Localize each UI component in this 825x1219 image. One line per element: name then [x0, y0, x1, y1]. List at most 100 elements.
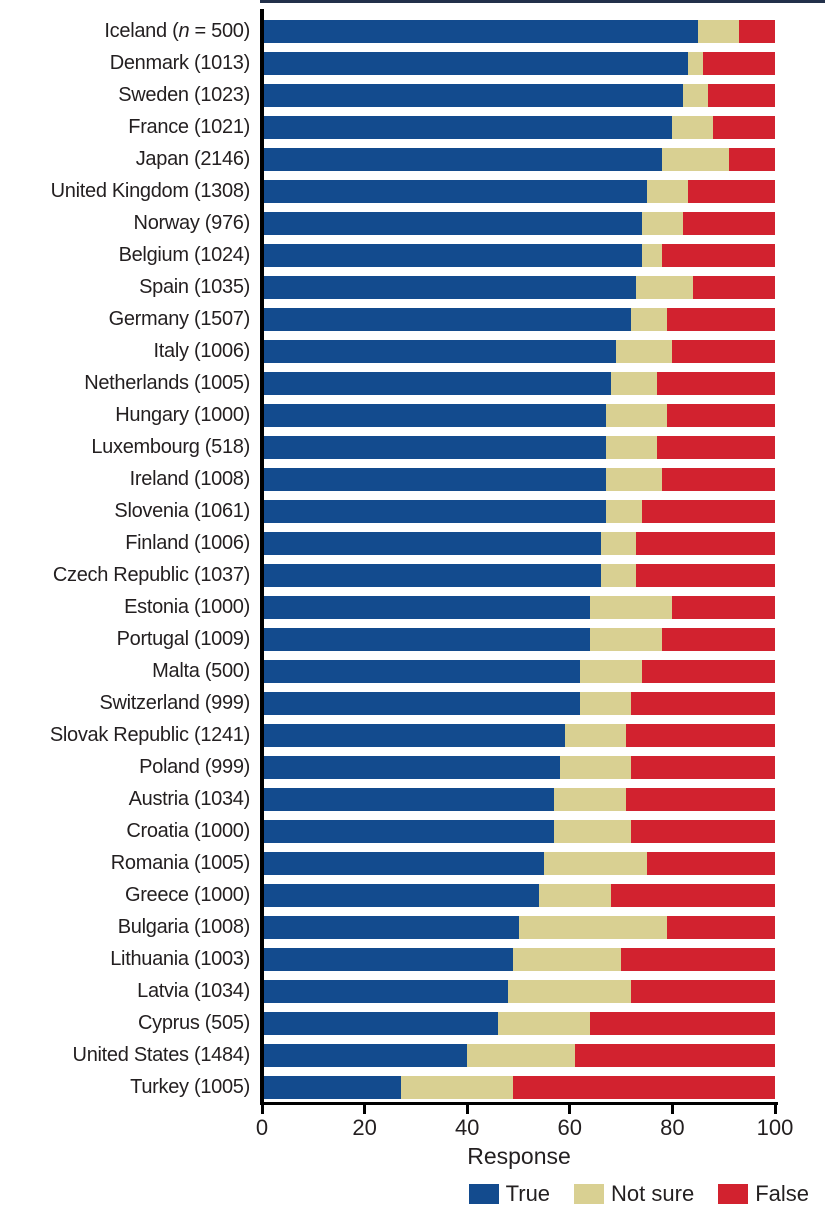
- country-label: Turkey (1005): [130, 1076, 250, 1098]
- legend-label-true: True: [505, 1181, 551, 1206]
- bar-segment-false: [739, 19, 775, 43]
- bar-track: [262, 211, 775, 235]
- bar-row: Slovenia (1061): [0, 495, 825, 527]
- bar-segment-true: [262, 499, 606, 523]
- bar-segment-not-sure: [559, 755, 632, 779]
- x-tick-label: 80: [660, 1115, 685, 1140]
- bar-segment-true: [262, 819, 555, 843]
- bar-segment-false: [641, 659, 775, 683]
- country-label: Malta (500): [152, 660, 250, 682]
- country-label: Spain (1035): [139, 276, 250, 298]
- bar-track: [262, 339, 775, 363]
- bar-row: Iceland (n = 500): [0, 15, 825, 47]
- bar-row: Malta (500): [0, 655, 825, 687]
- bar-row: Hungary (1000): [0, 399, 825, 431]
- bar-segment-false: [621, 947, 775, 971]
- bar-track: [262, 115, 775, 139]
- bar-row: Switzerland (999): [0, 687, 825, 719]
- bar-segment-not-sure: [682, 83, 709, 107]
- bar-segment-false: [667, 307, 775, 331]
- cropped-top-border: [260, 0, 825, 3]
- bar-segment-true: [262, 755, 560, 779]
- bar-segment-true: [262, 83, 683, 107]
- country-label: Slovenia (1061): [114, 500, 250, 522]
- legend: True Not sure False: [468, 1181, 809, 1207]
- bar-track: [262, 467, 775, 491]
- bar-segment-true: [262, 115, 673, 139]
- legend-label-false: False: [755, 1181, 809, 1206]
- bar-segment-not-sure: [610, 371, 657, 395]
- bar-segment-not-sure: [580, 659, 642, 683]
- bar-segment-not-sure: [580, 691, 632, 715]
- bar-row: Sweden (1023): [0, 79, 825, 111]
- bar-segment-false: [662, 627, 775, 651]
- bar-segment-not-sure: [590, 627, 663, 651]
- x-tick-mark: [260, 1105, 264, 1114]
- country-label: United States (1484): [72, 1044, 251, 1066]
- country-label: Japan (2146): [135, 148, 251, 170]
- bar-track: [262, 915, 775, 939]
- bar-track: [262, 755, 775, 779]
- bar-row: Greece (1000): [0, 879, 825, 911]
- bar-segment-false: [513, 1075, 775, 1099]
- country-label: Bulgaria (1008): [117, 916, 251, 938]
- bar-segment-not-sure: [544, 851, 647, 875]
- bar-segment-not-sure: [400, 1075, 514, 1099]
- bar-track: [262, 851, 775, 875]
- bar-segment-true: [262, 307, 632, 331]
- bar-segment-not-sure: [508, 979, 632, 1003]
- bar-segment-not-sure: [518, 915, 668, 939]
- legend-swatch-not-sure: [574, 1184, 605, 1204]
- legend-swatch-true: [468, 1184, 499, 1204]
- bar-track: [262, 147, 775, 171]
- bar-track: [262, 1043, 775, 1067]
- bar-segment-not-sure: [662, 147, 729, 171]
- bar-row: Bulgaria (1008): [0, 911, 825, 943]
- bar-track: [262, 627, 775, 651]
- bar-row: Cyprus (505): [0, 1007, 825, 1039]
- bar-segment-false: [626, 787, 775, 811]
- bar-segment-not-sure: [641, 243, 663, 267]
- bar-segment-not-sure: [641, 211, 683, 235]
- bar-segment-false: [656, 371, 775, 395]
- bar-segment-false: [646, 851, 775, 875]
- bar-segment-true: [262, 467, 606, 491]
- bar-track: [262, 51, 775, 75]
- bar-segment-false: [667, 403, 775, 427]
- bar-segment-true: [262, 1011, 498, 1035]
- bar-track: [262, 659, 775, 683]
- bar-row: Turkey (1005): [0, 1071, 825, 1103]
- bar-segment-true: [262, 851, 545, 875]
- bar-segment-false: [631, 691, 775, 715]
- bar-row: Norway (976): [0, 207, 825, 239]
- x-axis-line: [260, 1102, 778, 1105]
- bar-segment-true: [262, 883, 540, 907]
- bar-segment-false: [687, 179, 775, 203]
- bar-segment-not-sure: [467, 1043, 575, 1067]
- bar-segment-not-sure: [554, 787, 627, 811]
- bar-segment-true: [262, 627, 591, 651]
- bar-segment-false: [636, 531, 775, 555]
- bar-track: [262, 595, 775, 619]
- bar-segment-true: [262, 1043, 468, 1067]
- bar-segment-not-sure: [600, 563, 637, 587]
- bar-segment-true: [262, 979, 509, 1003]
- country-label: Croatia (1000): [126, 820, 250, 842]
- bar-segment-true: [262, 563, 601, 587]
- bar-segment-not-sure: [605, 499, 642, 523]
- country-label: Switzerland (999): [99, 692, 250, 714]
- x-axis-title: Response: [467, 1143, 571, 1169]
- bar-row: Lithuania (1003): [0, 943, 825, 975]
- bar-segment-not-sure: [605, 435, 657, 459]
- bar-segment-true: [262, 787, 555, 811]
- bar-segment-false: [708, 83, 775, 107]
- country-label: Netherlands (1005): [84, 372, 250, 394]
- bar-segment-false: [672, 595, 775, 619]
- bar-row: Estonia (1000): [0, 591, 825, 623]
- legend-item-not-sure: Not sure: [574, 1181, 694, 1207]
- bar-track: [262, 19, 775, 43]
- bar-track: [262, 819, 775, 843]
- bar-row: Belgium (1024): [0, 239, 825, 271]
- bar-row: Finland (1006): [0, 527, 825, 559]
